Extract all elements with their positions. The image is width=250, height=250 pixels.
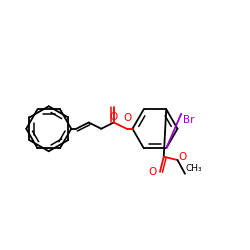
Text: O: O: [178, 152, 187, 162]
Text: O: O: [148, 167, 157, 177]
Text: O: O: [123, 113, 132, 123]
Text: O: O: [110, 112, 118, 122]
Text: CH₃: CH₃: [186, 164, 202, 173]
Text: Br: Br: [183, 115, 194, 125]
